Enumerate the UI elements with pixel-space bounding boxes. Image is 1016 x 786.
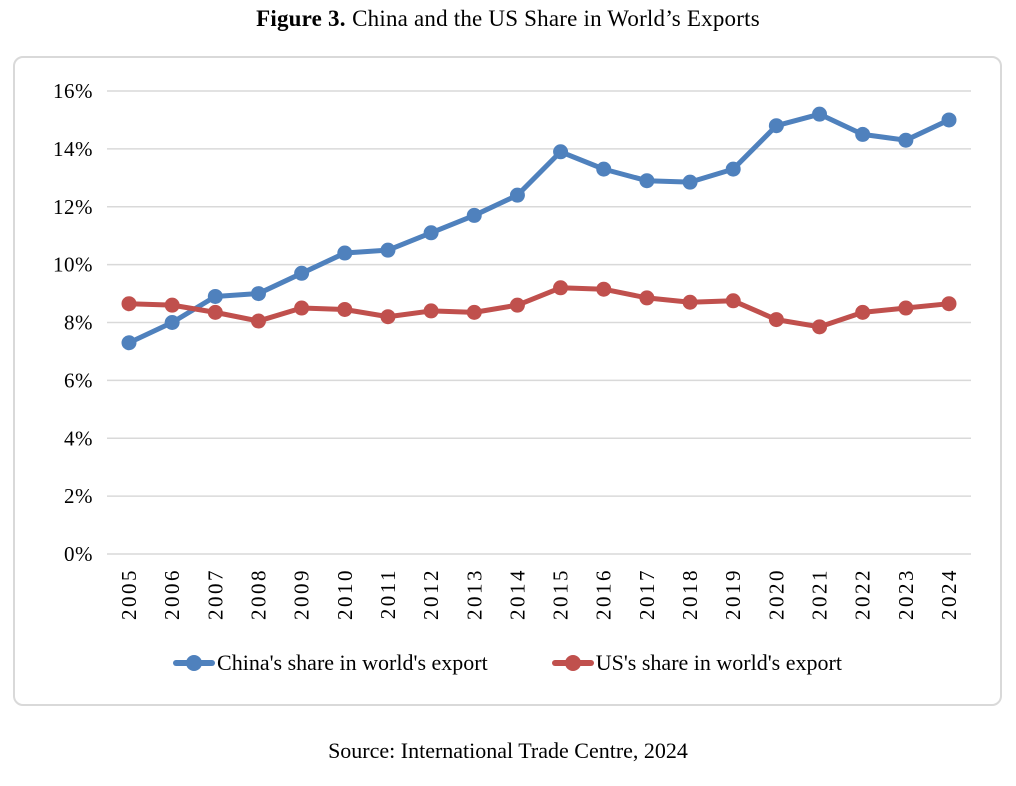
x-axis-label-2020: 2020: [764, 568, 788, 620]
data-point-china-2009: [294, 265, 310, 281]
china-series-marker-icon: [173, 652, 216, 674]
y-axis-label-8%: 8%: [64, 311, 93, 335]
data-point-china-2008: [250, 286, 266, 302]
data-point-us-2011: [380, 309, 396, 325]
us-legend-dot: [564, 655, 581, 671]
exports-line-chart: 0% 2% 4% 6% 8% 10% 12% 14% 16% 2005 2006 2007 2008 20…: [53, 79, 971, 620]
data-point-china-2013: [466, 207, 482, 223]
x-axis-label-2017: 2017: [635, 568, 659, 620]
data-point-china-2022: [855, 126, 871, 142]
data-point-us-2017: [639, 290, 655, 306]
legend-label-china: China's share in world's export: [217, 650, 488, 675]
y-axis-label-10%: 10%: [53, 253, 93, 277]
y-axis-label-16%: 16%: [53, 79, 93, 103]
data-point-us-2022: [855, 304, 871, 320]
x-axis-label-2010: 2010: [333, 568, 357, 620]
figure-title: Figure 3. China and the US Share in World…: [0, 6, 1016, 32]
data-point-china-2011: [380, 242, 396, 258]
data-point-us-2016: [596, 281, 612, 297]
x-axis-label-2009: 2009: [290, 568, 314, 620]
y-axis-label-12%: 12%: [53, 195, 93, 219]
data-point-us-2007: [207, 304, 223, 320]
data-point-china-2019: [725, 161, 741, 177]
data-point-china-2014: [509, 187, 525, 203]
data-point-us-2006: [164, 297, 180, 313]
x-axis-label-2008: 2008: [246, 568, 270, 620]
x-axis-label-2011: 2011: [376, 568, 400, 619]
data-point-us-2018: [682, 294, 698, 310]
data-point-china-2007: [207, 288, 223, 304]
data-point-china-2010: [337, 245, 353, 261]
x-axis-label-2016: 2016: [592, 568, 616, 620]
x-axis-label-2012: 2012: [419, 568, 443, 620]
x-axis-label-2014: 2014: [505, 568, 529, 620]
x-axis-label-2023: 2023: [894, 568, 918, 620]
y-axis-label-14%: 14%: [53, 137, 93, 161]
data-point-us-2013: [466, 304, 482, 320]
data-point-china-2023: [898, 132, 914, 148]
chart-container: 0% 2% 4% 6% 8% 10% 12% 14% 16% 2005 2006 2007 2008 20…: [13, 56, 1002, 706]
x-axis-label-2015: 2015: [549, 568, 573, 620]
data-point-china-2018: [682, 174, 698, 190]
x-axis-label-2005: 2005: [117, 568, 141, 620]
legend-item-us: US's share in world's export: [551, 650, 842, 676]
data-point-us-2023: [898, 300, 914, 316]
data-point-us-2024: [941, 296, 957, 312]
data-point-us-2021: [812, 319, 828, 335]
data-point-us-2010: [337, 301, 353, 317]
x-axis-label-2013: 2013: [462, 568, 486, 620]
y-axis-label-0%: 0%: [64, 542, 93, 566]
legend-label-us: US's share in world's export: [595, 650, 842, 675]
data-point-us-2009: [294, 300, 310, 316]
x-axis-label-2018: 2018: [678, 568, 702, 620]
data-point-us-2020: [768, 312, 784, 328]
data-point-us-2008: [250, 313, 266, 329]
data-point-china-2017: [639, 173, 655, 189]
chart-legend: China's share in world's export US's sha…: [15, 650, 1000, 676]
x-axis-label-2021: 2021: [808, 568, 832, 620]
x-axis-label-2024: 2024: [937, 568, 961, 620]
data-point-china-2005: [121, 335, 137, 351]
data-point-china-2020: [768, 118, 784, 134]
data-point-us-2005: [121, 296, 137, 312]
y-axis-label-6%: 6%: [64, 368, 93, 392]
data-point-china-2016: [596, 161, 612, 177]
data-point-china-2021: [812, 106, 828, 122]
source-note: Source: International Trade Centre, 2024: [328, 738, 688, 763]
x-axis-label-2007: 2007: [203, 568, 227, 620]
data-point-china-2024: [941, 112, 957, 128]
data-point-us-2015: [553, 280, 569, 296]
data-point-china-2012: [423, 225, 439, 241]
us-series-marker-icon: [551, 652, 594, 674]
data-point-china-2015: [553, 144, 569, 160]
data-point-china-2006: [164, 315, 180, 330]
data-point-us-2019: [725, 293, 741, 309]
data-point-us-2014: [509, 297, 525, 313]
data-point-us-2012: [423, 303, 439, 319]
y-axis-label-4%: 4%: [64, 426, 93, 450]
figure-number-label: Figure 3.: [256, 6, 346, 31]
x-axis-label-2022: 2022: [851, 568, 875, 620]
y-axis-label-2%: 2%: [64, 484, 93, 508]
x-axis-label-2006: 2006: [160, 568, 184, 620]
china-legend-dot: [186, 655, 203, 671]
legend-item-china: China's share in world's export: [173, 650, 488, 676]
figure-title-text: China and the US Share in World’s Export…: [352, 6, 760, 31]
x-axis-label-2019: 2019: [721, 568, 745, 620]
